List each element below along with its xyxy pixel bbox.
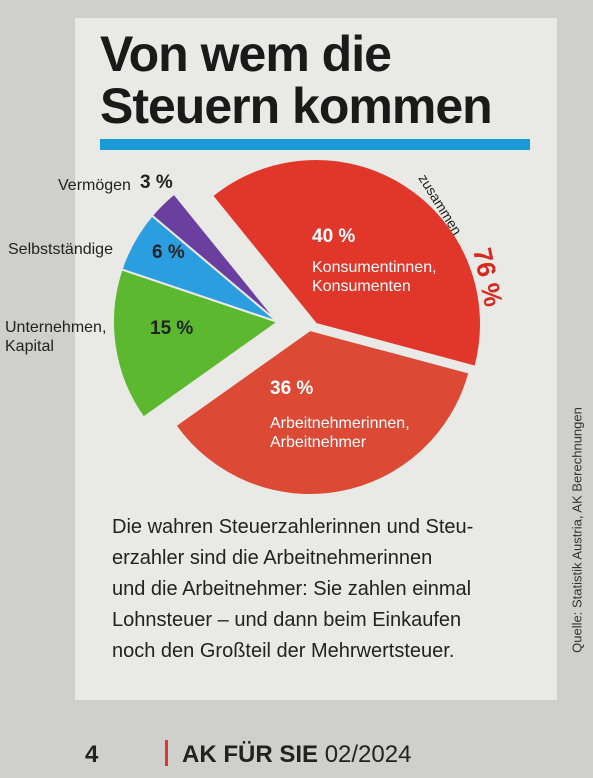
caption-line: Lohnsteuer – und dann beim Einkaufen <box>112 609 462 631</box>
page-number: 4 <box>85 741 99 768</box>
slice-label: Konsumentinnen, Konsumenten <box>312 259 437 295</box>
value-label: 40 % <box>312 226 356 247</box>
chart-title: Von wem die Steuern kommen <box>100 26 493 134</box>
pie-slice <box>174 328 471 496</box>
magazine: AK FÜR SIE <box>182 741 319 768</box>
footer: 4 AK FÜR SIE 02/2024 <box>85 740 411 769</box>
caption-line: noch den Großteil der Mehrwertsteuer. <box>112 640 455 662</box>
issue: 02/2024 <box>324 741 412 768</box>
pie-slice <box>210 158 482 368</box>
slice-label: Unternehmen, Kapital <box>5 319 107 355</box>
value-label: 6 % <box>152 242 185 263</box>
pie-slice <box>150 192 279 323</box>
value-label: 36 % <box>270 378 314 399</box>
value-label: 3 % <box>140 172 173 193</box>
slice-label: Vermögen <box>58 177 131 194</box>
caption: Die wahren Steuerzahlerinnen und Steu-er… <box>112 512 473 667</box>
slice-label: Selbstständige <box>8 241 113 258</box>
caption-line: Die wahren Steuerzahlerinnen und Steu- <box>112 516 474 538</box>
slice-label: Arbeitnehmerinnen, Arbeitnehmer <box>270 415 410 451</box>
footer-rule <box>165 740 168 766</box>
value-label: 15 % <box>150 318 194 339</box>
caption-line: und die Arbeitnehmer: Sie zahlen einmal <box>112 578 472 600</box>
pie-slice <box>112 268 281 419</box>
source: Quelle: Statistik Austria, AK Berechnung… <box>569 407 585 653</box>
caption-line: erzahler sind die Arbeitnehmerinnen <box>112 547 433 569</box>
title-rule <box>100 139 530 150</box>
